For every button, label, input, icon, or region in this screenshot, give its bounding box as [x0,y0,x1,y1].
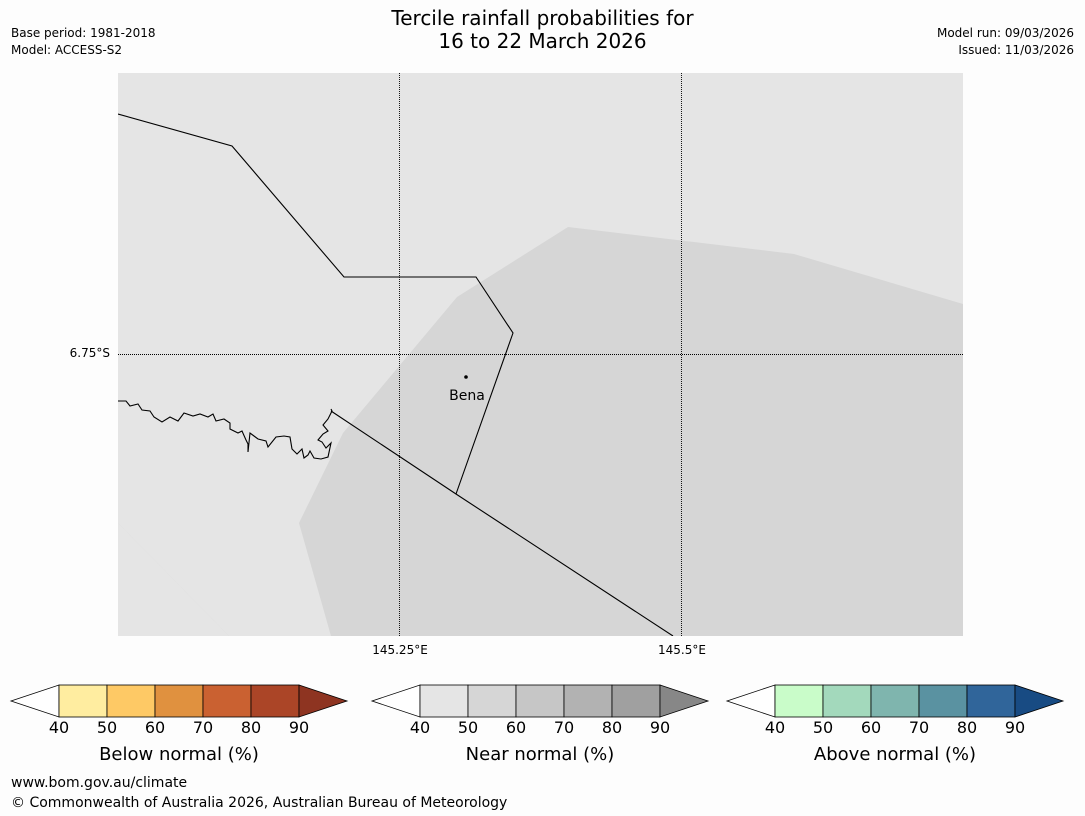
near-normal-40-50-region [118,227,963,636]
lon-label-145-25e: 145.25°E [372,643,428,657]
map-panel: Bena [118,73,963,636]
lat-label-6-75s: 6.75°S [69,346,110,360]
model-run-text: Model run: 09/03/2026 [936,26,1074,40]
legend-tick: 60 [860,718,882,737]
colorbar-extend-high [298,684,349,718]
colorbar-extend-low [9,684,60,718]
legend-tick: 60 [144,718,166,737]
lon-label-145-5e: 145.5°E [658,643,706,657]
legend-ticks-below-normal: 40 50 60 70 80 90 [11,718,347,738]
legend-tick: 80 [240,718,262,737]
colorbar-segment [822,684,872,718]
colorbar-segment [966,684,1016,718]
region-notch-fill [118,523,229,636]
place-label-bena: Bena [449,388,485,404]
legend-tick: 40 [48,718,70,737]
colorbar-extend-low [725,684,776,718]
legend-tick: 60 [505,718,527,737]
legend-caption-below-normal: Below normal (%) [99,744,259,765]
legend-tick: 50 [812,718,834,737]
legend-tick: 70 [553,718,575,737]
issued-text: Issued: 11/03/2026 [958,43,1074,57]
legend-tick: 70 [192,718,214,737]
legend-tick: 90 [288,718,310,737]
legend-below-normal: 40 50 60 70 80 90 [9,684,349,738]
colorbar-segment [774,684,824,718]
legend-tick: 80 [956,718,978,737]
province-border-west [118,400,333,460]
legend-ticks-above-normal: 40 50 60 70 80 90 [727,718,1063,738]
legend-tick: 50 [457,718,479,737]
model-info: Base period: 1981-2018 Model: ACCESS-S2 [11,25,156,59]
colorbar-segment [106,684,156,718]
colorbar-below-normal [9,684,349,718]
base-period-text: Base period: 1981-2018 [11,26,156,40]
colorbar-above-normal [725,684,1065,718]
legend-tick: 50 [96,718,118,737]
bena-marker [464,375,468,379]
legend-ticks-near-normal: 40 50 60 70 80 90 [372,718,708,738]
colorbar-near-normal [370,684,710,718]
colorbar-segment [154,684,204,718]
legend-tick: 90 [649,718,671,737]
run-info: Model run: 09/03/2026 Issued: 11/03/2026 [937,25,1074,59]
colorbar-segment [250,684,300,718]
legend-tick: 70 [908,718,930,737]
province-border-south [330,410,674,636]
colorbar-segment [515,684,565,718]
legend-above-normal: 40 50 60 70 80 90 [725,684,1065,738]
colorbar-segment [419,684,469,718]
colorbar-extend-low [370,684,421,718]
legend-tick: 90 [1004,718,1026,737]
colorbar-segment [202,684,252,718]
footer-copyright: © Commonwealth of Australia 2026, Austra… [11,795,508,811]
colorbar-segment [870,684,920,718]
title-line-2: 16 to 22 March 2026 [438,29,647,53]
legend-near-normal: 40 50 60 70 80 90 [370,684,710,738]
colorbar-segment [611,684,661,718]
legend-caption-above-normal: Above normal (%) [813,744,977,765]
title-line-1: Tercile rainfall probabilities for [391,6,694,30]
map-title: Tercile rainfall probabilities for 16 to… [0,7,1085,53]
legend-caption-near-normal: Near normal (%) [465,744,615,765]
legend-tick: 40 [409,718,431,737]
footer-url: www.bom.gov.au/climate [11,775,188,791]
colorbar-extend-high [659,684,710,718]
legend-tick: 40 [764,718,786,737]
model-text: Model: ACCESS-S2 [11,43,123,57]
colorbar-segment [918,684,968,718]
colorbar-segment [563,684,613,718]
province-border-north [118,113,514,495]
legend-tick: 80 [601,718,623,737]
colorbar-segment [467,684,517,718]
colorbar-extend-high [1014,684,1065,718]
map-canvas: Bena [118,73,963,636]
colorbar-segment [58,684,108,718]
